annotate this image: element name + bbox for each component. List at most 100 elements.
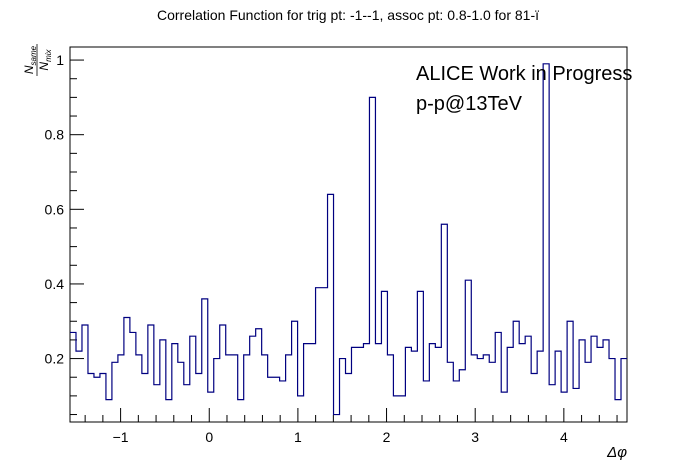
histogram-bin: [304, 343, 310, 345]
histogram-bin: [172, 343, 178, 345]
histogram-bin: [226, 354, 232, 356]
y-tick-label: 0.2: [45, 351, 65, 367]
y-tick-label: 0.8: [45, 127, 65, 143]
histogram-bin: [316, 287, 322, 289]
histogram-bin: [369, 96, 375, 98]
histogram-bin: [525, 335, 531, 337]
x-tick-label: 3: [471, 429, 479, 445]
histogram-bin: [507, 346, 513, 348]
histogram-bin: [112, 361, 118, 363]
y-tick-label: 1: [56, 52, 64, 68]
histogram-series-line: [70, 63, 627, 416]
histogram-bin: [148, 324, 154, 326]
histogram-bin: [328, 193, 334, 195]
histogram-bin: [334, 414, 340, 416]
histogram-bin: [537, 350, 543, 352]
histogram-bin: [76, 350, 82, 352]
histogram-bin: [579, 339, 585, 341]
histogram-bin: [561, 391, 567, 393]
histogram-bin: [441, 223, 447, 225]
histogram-bin: [190, 335, 196, 337]
histogram-bin: [88, 372, 94, 374]
histogram-bin: [603, 339, 609, 341]
histogram-bin: [477, 358, 483, 360]
histogram-bin: [124, 317, 130, 319]
histogram-bin: [357, 346, 363, 348]
histogram-bin: [459, 369, 465, 371]
histogram-bin: [351, 346, 357, 348]
histogram-bin: [82, 324, 88, 326]
histogram-bin: [621, 358, 627, 360]
x-tick-label: 2: [383, 429, 391, 445]
histogram-bin: [549, 384, 555, 386]
histogram-bin: [381, 290, 387, 292]
x-tick-label: 0: [205, 429, 213, 445]
histogram-bin: [250, 335, 256, 337]
histogram-bin: [70, 331, 76, 333]
y-label-denominator: Nmix: [37, 48, 53, 70]
histogram-bin: [435, 346, 441, 348]
histogram-bin: [429, 343, 435, 345]
y-label-numerator: Nsame: [22, 45, 38, 74]
histogram-bin: [346, 372, 352, 374]
histogram-bin: [118, 354, 124, 356]
histogram-bin: [220, 324, 226, 326]
histogram-bin: [417, 290, 423, 292]
histogram-bin: [142, 372, 148, 374]
x-tick-label: 4: [560, 429, 568, 445]
histogram-bin: [280, 380, 286, 382]
y-tick-label: 0.4: [45, 276, 65, 292]
histogram-bin: [184, 384, 190, 386]
histogram-bin: [214, 358, 220, 360]
x-tick-label: 1: [294, 429, 302, 445]
y-axis-label: Nsame Nmix: [22, 44, 53, 76]
histogram-bin: [423, 380, 429, 382]
histogram-bin: [238, 399, 244, 401]
histogram-bin: [310, 343, 316, 345]
histogram-bin: [232, 354, 238, 356]
histogram-bin: [256, 328, 262, 330]
histogram-bin: [286, 354, 292, 356]
histogram-bin: [94, 376, 100, 378]
histogram-bin: [405, 346, 411, 348]
histogram-bin: [340, 358, 346, 360]
histogram-bin: [471, 354, 477, 356]
histogram-bin: [196, 372, 202, 374]
histogram-bin: [136, 354, 142, 356]
histogram-bin: [615, 399, 621, 401]
histogram-bin: [292, 320, 298, 322]
plot-frame: [69, 46, 628, 423]
histogram-bin: [178, 361, 184, 363]
x-tick-label: −1: [113, 429, 129, 445]
histogram-bin: [609, 358, 615, 360]
histogram-bin: [298, 395, 304, 397]
histogram-bin: [106, 399, 112, 401]
y-axis: 0.2 0.4 0.6 0.8 1: [45, 52, 84, 416]
histogram-bin: [399, 395, 405, 397]
histogram-bin: [597, 346, 603, 348]
x-axis-label: Δφ: [606, 444, 627, 461]
histogram-bin: [483, 354, 489, 356]
histogram-bin: [519, 343, 525, 345]
histogram-bin: [100, 372, 106, 374]
histogram-bin: [363, 343, 369, 345]
histogram-bin: [160, 339, 166, 341]
histogram-bin: [447, 361, 453, 363]
histogram-bin: [513, 320, 519, 322]
histogram-bin: [208, 391, 214, 393]
histogram-bin: [244, 354, 250, 356]
histogram-bin: [130, 331, 136, 333]
histogram-bin: [573, 387, 579, 389]
histogram-bin: [262, 354, 268, 356]
histogram-bin: [202, 298, 208, 300]
histogram-bin: [453, 380, 459, 382]
annotation-collision: p-p@13TeV: [416, 93, 523, 115]
x-axis: −1 0 1 2 3 4: [84, 408, 618, 445]
histogram-bin: [465, 279, 471, 281]
histogram-bin: [166, 399, 172, 401]
histogram-bin: [489, 361, 495, 363]
histogram-bin: [154, 384, 160, 386]
histogram-bin: [531, 372, 537, 374]
histogram-bin: [375, 343, 381, 345]
